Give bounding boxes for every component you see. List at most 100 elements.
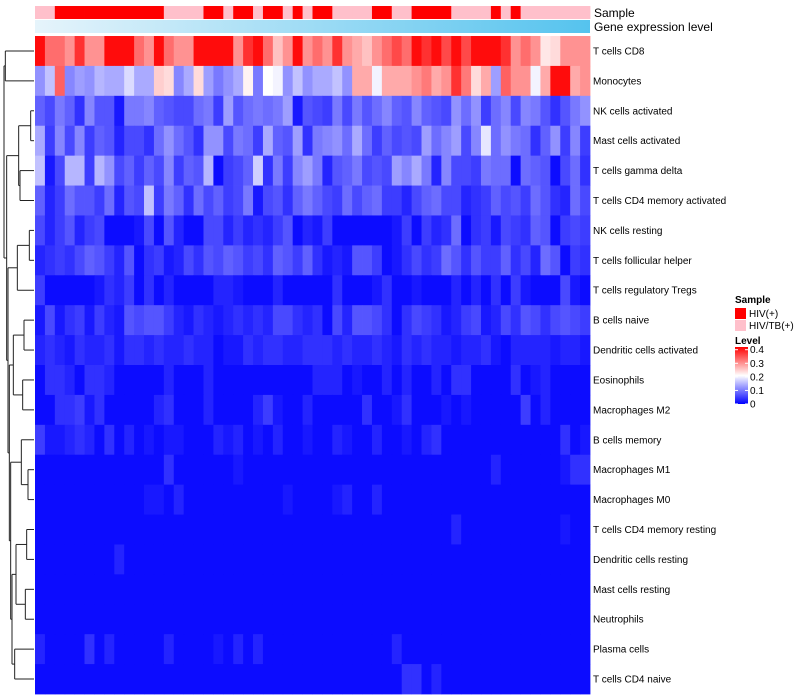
heatmap-cell <box>451 394 462 426</box>
heatmap-cell <box>322 544 333 575</box>
heatmap-cell <box>580 424 591 456</box>
heatmap-cell <box>362 305 373 336</box>
heatmap-cell <box>223 36 234 67</box>
heatmap-cell <box>84 155 95 186</box>
heatmap-cell <box>262 574 274 605</box>
heatmap-cell <box>570 544 581 575</box>
heatmap-cell <box>381 514 393 545</box>
heatmap-cell <box>243 514 254 545</box>
heatmap-cell <box>342 185 353 216</box>
heatmap-cell <box>183 305 194 336</box>
heatmap-cell <box>253 634 264 665</box>
heatmap-cell <box>213 305 224 336</box>
heatmap-cell <box>401 604 413 635</box>
heatmap-cell <box>193 484 204 515</box>
heatmap-cell <box>451 185 462 216</box>
heatmap-cell <box>322 365 333 396</box>
heatmap-cell <box>510 185 522 216</box>
heatmap-cell <box>183 335 194 366</box>
heatmap-cell <box>411 335 422 366</box>
heatmap-cell <box>74 36 85 67</box>
heatmap-cell <box>401 335 413 366</box>
heatmap-cell <box>94 574 105 605</box>
heatmap-cell <box>94 514 105 545</box>
heatmap-cell <box>451 484 462 515</box>
heatmap-cell <box>421 574 432 605</box>
heatmap-cell <box>44 125 56 157</box>
heatmap-cell <box>461 514 472 545</box>
heatmap-cell <box>134 365 145 396</box>
heatmap-cell <box>411 185 422 216</box>
heatmap-cells <box>35 36 591 695</box>
heatmap-cell <box>253 95 264 127</box>
heatmap-cell <box>322 454 333 486</box>
heatmap-cell <box>94 305 105 336</box>
heatmap-cell <box>124 544 135 575</box>
heatmap-cell <box>163 365 175 396</box>
heatmap-cell <box>431 664 442 695</box>
heatmap-cell <box>144 514 155 545</box>
sample-annotation-cell <box>540 6 551 19</box>
heatmap-cell <box>480 305 492 336</box>
heatmap-cell <box>114 125 125 157</box>
heatmap-cell <box>44 185 56 216</box>
heatmap-cell <box>134 155 145 186</box>
heatmap-cell <box>163 245 175 276</box>
heatmap-cell <box>262 514 274 545</box>
heatmap-cell <box>243 365 254 396</box>
heatmap-cell <box>173 394 185 426</box>
heatmap-cell <box>560 275 571 306</box>
heatmap-cell <box>134 424 145 456</box>
heatmap-cell <box>381 245 393 276</box>
heatmap-cell <box>302 365 313 396</box>
heatmap-cell <box>272 574 284 605</box>
heatmap-cell <box>362 65 373 97</box>
heatmap-cell <box>510 155 522 186</box>
heatmap-cell <box>203 365 214 396</box>
heatmap-cell <box>312 574 323 605</box>
heatmap-cell <box>312 664 323 695</box>
heatmap-cell <box>451 125 462 157</box>
heatmap-cell <box>193 394 204 426</box>
heatmap-cell <box>114 65 125 97</box>
heatmap-cell <box>223 574 234 605</box>
heatmap-cell <box>411 424 422 456</box>
heatmap-cell <box>500 394 512 426</box>
heatmap-cell <box>134 634 145 665</box>
heatmap-cell <box>193 604 204 635</box>
heatmap-cell <box>570 394 581 426</box>
heatmap-cell <box>94 335 105 366</box>
heatmap-cell <box>124 65 135 97</box>
sample-annotation-cell <box>243 6 254 19</box>
legend-sample-title: Sample <box>735 295 771 306</box>
heatmap-cell <box>173 365 185 396</box>
heatmap-cell <box>94 454 105 486</box>
heatmap-cell <box>500 155 512 186</box>
heatmap-cell <box>124 634 135 665</box>
heatmap-cell <box>144 125 155 157</box>
sample-annotation-cell <box>401 6 413 19</box>
sample-annotation-cell <box>322 6 333 19</box>
heatmap-cell <box>44 604 56 635</box>
heatmap-cell <box>134 664 145 695</box>
heatmap-cell <box>520 484 531 515</box>
heatmap-cell <box>163 65 175 97</box>
heatmap-cell <box>500 544 512 575</box>
heatmap-cell <box>193 65 204 97</box>
heatmap-cell <box>153 574 165 605</box>
heatmap-cell <box>153 275 165 306</box>
heatmap-cell <box>272 664 284 695</box>
heatmap-cell <box>213 514 224 545</box>
heatmap-cell <box>322 36 333 67</box>
heatmap-cell <box>431 365 442 396</box>
heatmap-cell <box>342 454 353 486</box>
heatmap-cell <box>550 275 561 306</box>
heatmap-cell <box>114 514 125 545</box>
heatmap-cell <box>362 574 373 605</box>
heatmap-cell <box>421 65 432 97</box>
heatmap-cell <box>332 155 343 186</box>
heatmap-cell <box>461 65 472 97</box>
heatmap-cell <box>540 245 551 276</box>
heatmap-cell <box>580 215 591 246</box>
heatmap-cell <box>262 484 274 515</box>
